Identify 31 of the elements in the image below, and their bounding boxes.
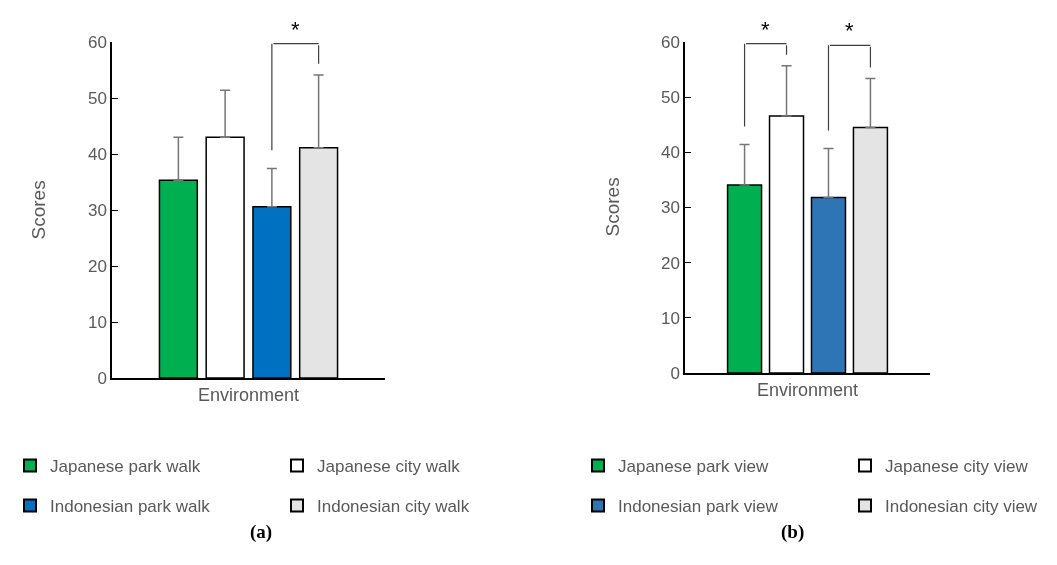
y-tick-label: 40 xyxy=(87,144,107,164)
legend-label: Japanese city walk xyxy=(317,457,461,477)
legend-label: Indonesian city view xyxy=(885,497,1038,517)
legend-label: Japanese park walk xyxy=(50,457,201,477)
annotation: * xyxy=(761,17,770,42)
y-tick-label: 0 xyxy=(670,363,680,383)
legend-label: Indonesian park view xyxy=(618,497,779,517)
y-tick-label: 20 xyxy=(660,253,680,273)
text: (b) xyxy=(781,521,805,543)
x-axis-title: Environment xyxy=(756,379,859,400)
legend-label: Japanese city view xyxy=(885,457,1029,477)
y-tick-label: 40 xyxy=(660,143,680,163)
legend-label: Indonesian city walk xyxy=(317,497,470,517)
y-tick-label: 60 xyxy=(660,32,680,52)
y-tick-label: 0 xyxy=(97,368,107,388)
y-axis-title: Scores xyxy=(27,180,49,240)
y-tick-label: 50 xyxy=(87,88,107,108)
y-tick-label: 30 xyxy=(660,198,680,218)
y-axis-title: Scores xyxy=(601,177,623,237)
annotation: * xyxy=(845,18,854,43)
annotation: * xyxy=(291,17,300,42)
legend-label: Indonesian park walk xyxy=(50,497,211,517)
y-tick-label: 30 xyxy=(87,200,107,220)
y-tick-label: 60 xyxy=(87,32,107,52)
x-axis-title: Environment xyxy=(197,384,300,405)
y-tick-label: 20 xyxy=(87,256,107,276)
text: (a) xyxy=(250,521,273,543)
y-tick-label: 10 xyxy=(87,312,107,332)
legend-label: Japanese park view xyxy=(618,457,769,477)
y-tick-label: 10 xyxy=(660,308,680,328)
y-tick-label: 50 xyxy=(660,88,680,108)
